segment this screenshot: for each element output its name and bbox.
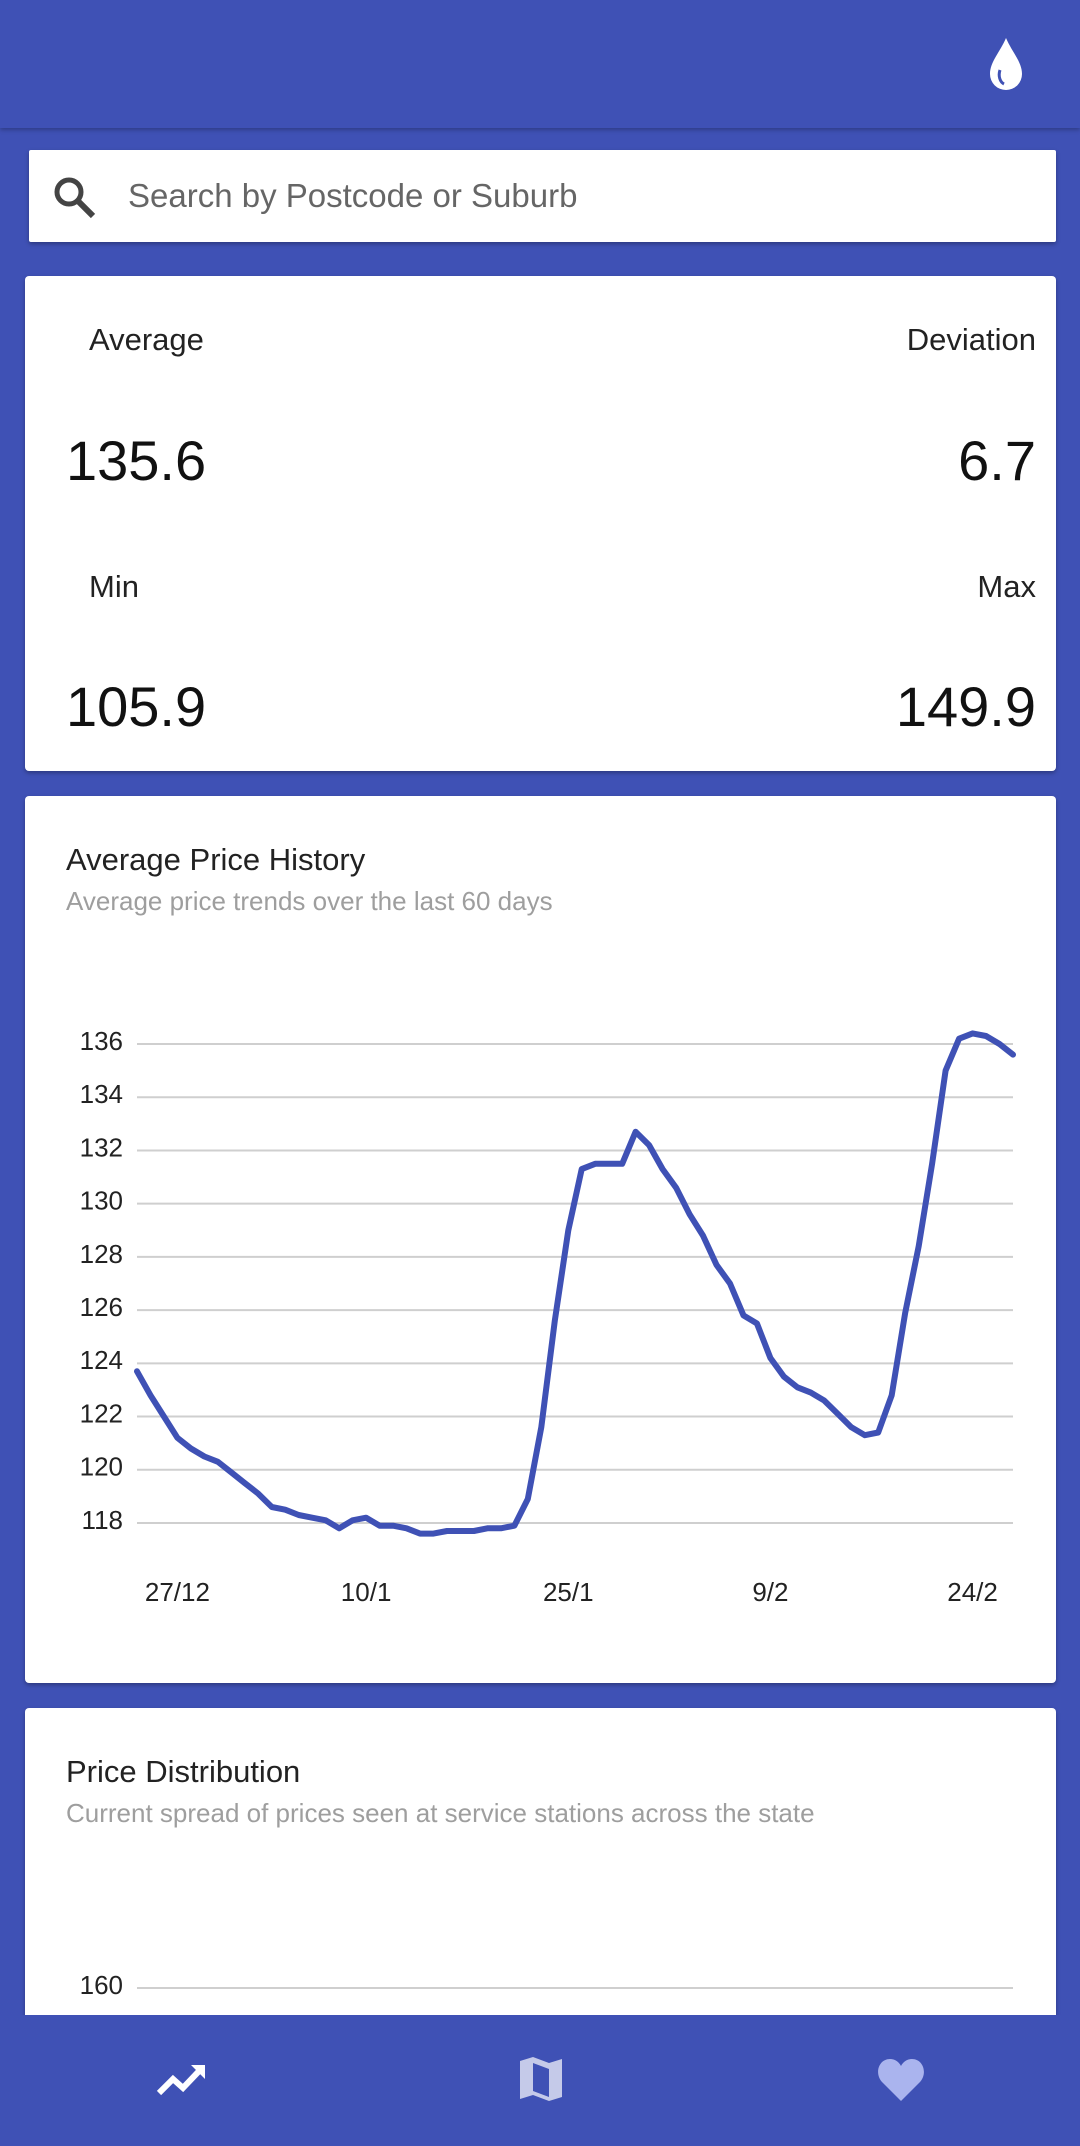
bottom-nav — [0, 2015, 1080, 2146]
y-tick-label: 136 — [80, 1026, 123, 1056]
chart-title: Average Price History — [66, 842, 366, 877]
x-tick-label: 24/2 — [947, 1577, 998, 1607]
chart-title: Price Distribution — [66, 1754, 301, 1789]
search-box[interactable]: Search by Postcode or Suburb — [29, 150, 1056, 242]
stat-label: Max — [977, 569, 1036, 604]
drop-icon[interactable] — [986, 36, 1026, 92]
line-series — [134, 1030, 1016, 1537]
y-tick-label: 128 — [80, 1239, 123, 1269]
history-card: Average Price History Average price tren… — [25, 796, 1056, 1683]
chart: 160 — [80, 1970, 1013, 2000]
stat-label: Average — [89, 322, 204, 357]
stat-label: Min — [89, 569, 139, 604]
nav-trends[interactable] — [156, 2059, 206, 2099]
nav-favourites[interactable] — [876, 2057, 926, 2103]
y-tick-label: 132 — [80, 1132, 123, 1162]
nav-map[interactable] — [518, 2055, 564, 2103]
stat-value: 105.9 — [66, 675, 207, 738]
y-tick-label: 160 — [80, 1970, 123, 2000]
x-tick-label: 27/12 — [145, 1577, 210, 1607]
search-icon — [54, 177, 96, 219]
chart-subtitle: Average price trends over the last 60 da… — [66, 886, 553, 916]
stat-label: Deviation — [906, 322, 1036, 357]
x-tick-label: 9/2 — [752, 1577, 788, 1607]
y-tick-label: 134 — [80, 1079, 123, 1109]
chart-subtitle: Current spread of prices seen at service… — [66, 1798, 815, 1828]
y-tick-label: 122 — [80, 1398, 123, 1428]
y-tick-label: 126 — [80, 1292, 123, 1322]
x-tick-label: 25/1 — [543, 1577, 594, 1607]
y-tick-label: 118 — [82, 1505, 123, 1535]
y-tick-label: 124 — [80, 1345, 123, 1375]
stat-value: 149.9 — [895, 675, 1036, 738]
app-bar — [0, 0, 1080, 128]
stat-value: 6.7 — [958, 429, 1036, 492]
y-tick-label: 130 — [80, 1186, 123, 1216]
chart: 118 120 122 124 126 128 130 132 134 136 27/12 10/1 2… — [80, 1026, 1016, 1607]
x-tick-label: 10/1 — [341, 1577, 392, 1607]
search-placeholder: Search by Postcode or Suburb — [128, 177, 578, 214]
stats-card: Average Deviation 135.6 6.7 Min Max 105.… — [25, 276, 1056, 771]
y-tick-label: 120 — [80, 1452, 123, 1482]
stat-value: 135.6 — [66, 429, 207, 492]
